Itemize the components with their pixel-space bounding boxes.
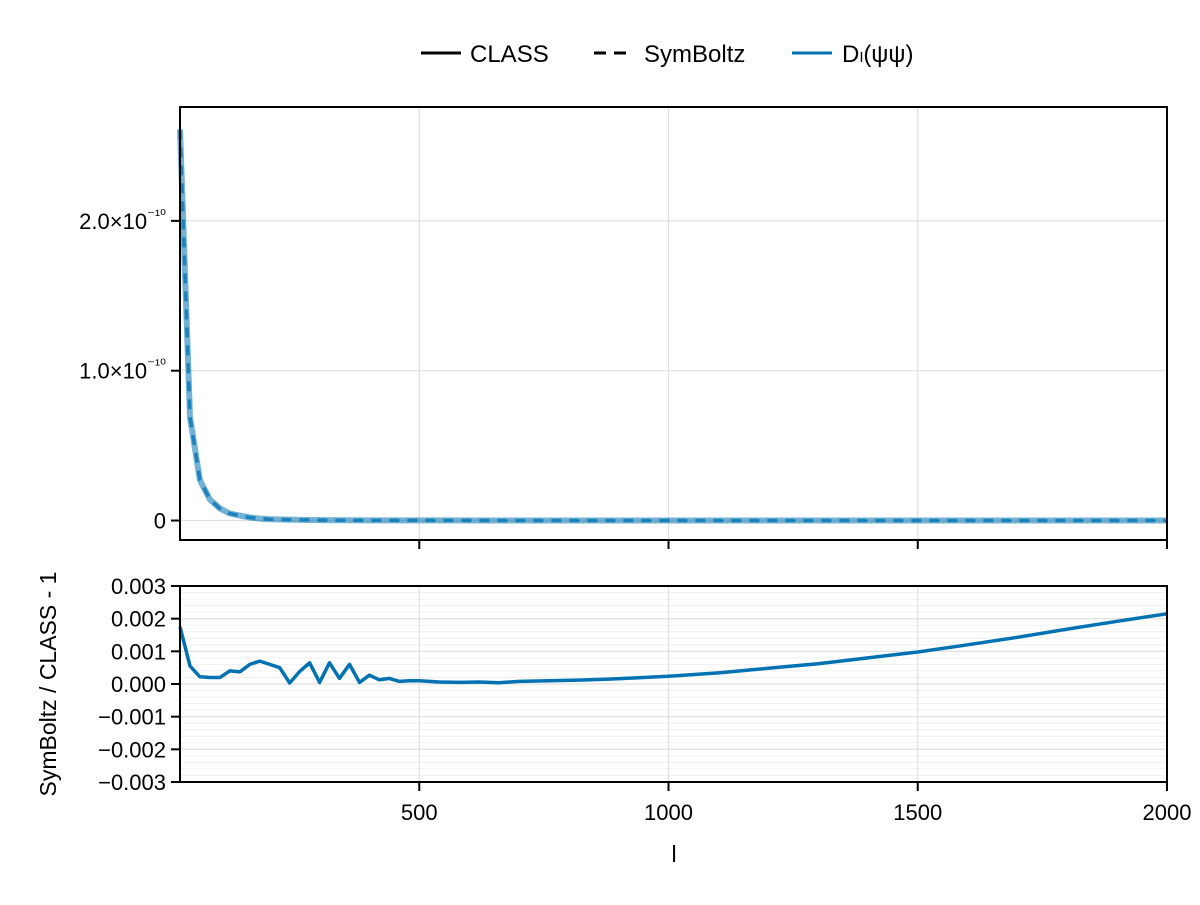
top-y-tick-label: 2.0×10⁻¹⁰: [79, 207, 166, 234]
bottom-y-tick-label: 0.003: [111, 574, 166, 599]
bottom-y-tick-label: −0.001: [98, 705, 166, 730]
bottom-x-tick-label: 500: [401, 800, 438, 825]
top-panel: 0 1.0×10⁻¹⁰ 2.0×10⁻¹⁰: [79, 106, 1168, 549]
bottom-y-tick-label: −0.002: [98, 737, 166, 762]
top-y-tick-label: 1.0×10⁻¹⁰: [79, 357, 166, 384]
bottom-x-tick-label: 2000: [1143, 800, 1192, 825]
class-line: [177, 129, 1167, 524]
bottom-y-tick-label: 0.001: [111, 639, 166, 664]
legend: CLASS SymBoltz Dₗ(ψψ): [421, 41, 914, 68]
top-ticks: 0 1.0×10⁻¹⁰ 2.0×10⁻¹⁰: [79, 207, 1168, 549]
top-y-tick-label: 0: [154, 509, 166, 534]
legend-item-class: CLASS: [421, 41, 549, 68]
bottom-series: [178, 612, 1168, 685]
bottom-panel: 500 1000 1500 2000 −0.003 −0.002 −0.001 0.000 0.…: [35, 572, 1191, 867]
legend-item-symboltz: SymBoltz: [594, 41, 745, 68]
x-axis-label: l: [671, 841, 676, 867]
y-axis-label: SymBoltz / CLASS - 1: [35, 572, 61, 797]
legend-label-class: CLASS: [470, 41, 549, 68]
top-frame: [179, 106, 1168, 541]
bottom-y-tick-label: 0.000: [111, 672, 166, 697]
ratio-line: [178, 612, 1168, 685]
top-grid: [180, 107, 1168, 540]
legend-item-dl: Dₗ(ψψ): [792, 41, 914, 68]
bottom-y-tick-label: −0.003: [98, 770, 166, 795]
bottom-x-tick-label: 1000: [644, 800, 693, 825]
top-series: [177, 129, 1167, 524]
bottom-y-tick-label: 0.002: [111, 607, 166, 632]
legend-label-symboltz: SymBoltz: [644, 41, 745, 68]
legend-label-dl: Dₗ(ψψ): [842, 41, 914, 68]
bottom-x-tick-label: 1500: [893, 800, 942, 825]
symboltz-dashed-line: [178, 129, 1167, 523]
bottom-grid: [180, 585, 1168, 783]
bottom-ticks: 500 1000 1500 2000 −0.003 −0.002 −0.001 0.000 0.…: [98, 574, 1191, 825]
